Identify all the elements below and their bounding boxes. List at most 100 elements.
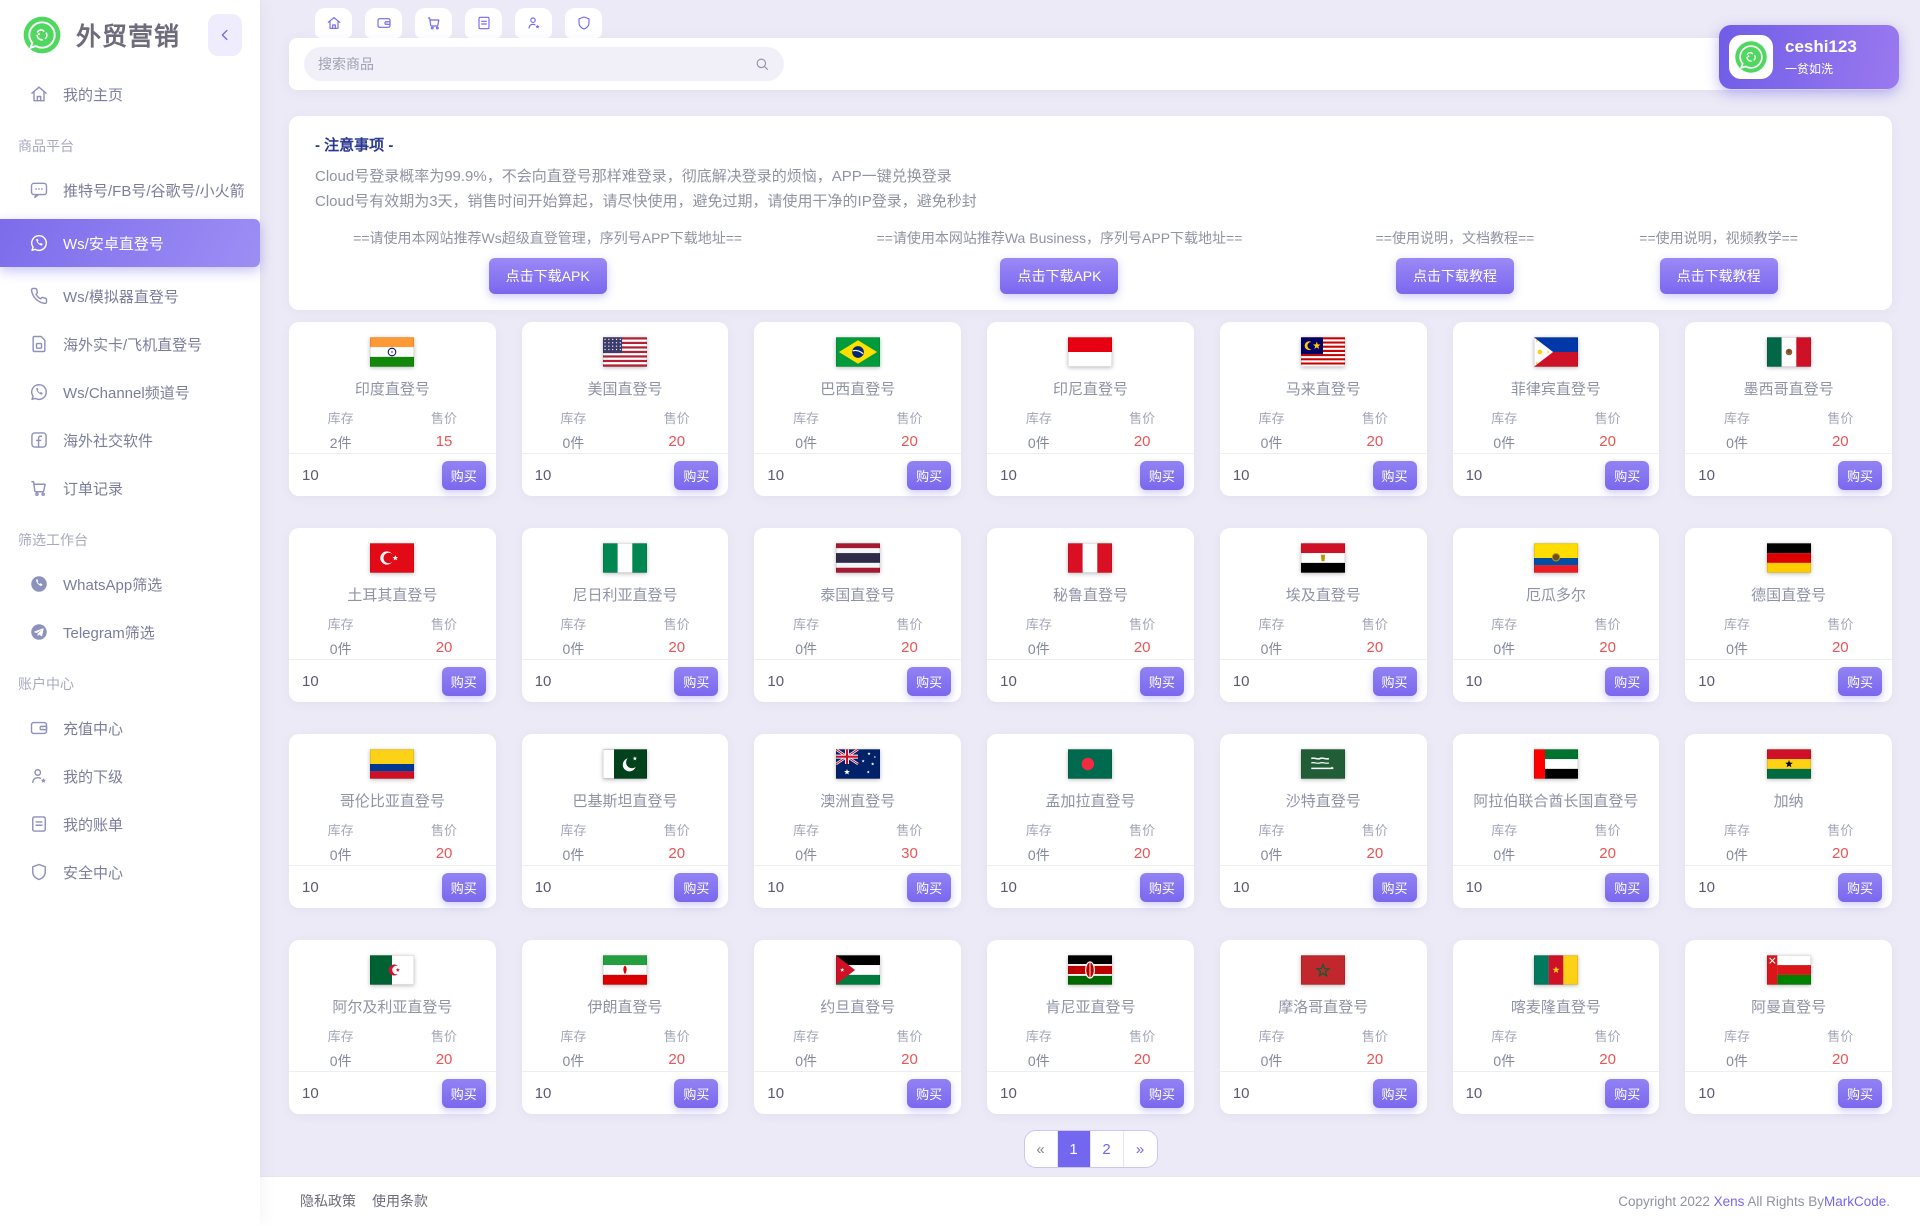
topbar-tab-home[interactable] xyxy=(315,8,352,38)
company-link[interactable]: MarkCode xyxy=(1823,1193,1887,1209)
quantity-input[interactable] xyxy=(534,466,595,484)
card-bottom: 购买 xyxy=(754,865,962,908)
sidebar-item-7[interactable]: 海外社交软件 xyxy=(0,416,260,464)
buy-button[interactable]: 购买 xyxy=(1372,666,1417,696)
quantity-input[interactable] xyxy=(1465,1084,1526,1102)
download-button[interactable]: 点击下载教程 xyxy=(1659,258,1778,294)
buy-button[interactable]: 购买 xyxy=(674,460,719,490)
topbar-tab-cart[interactable] xyxy=(415,8,452,38)
quantity-input[interactable] xyxy=(767,466,828,484)
quantity-input[interactable] xyxy=(1465,466,1526,484)
page-button-1[interactable]: 1 xyxy=(1057,1131,1091,1167)
footer-link-1[interactable]: 使用条款 xyxy=(372,1193,428,1209)
quantity-input[interactable] xyxy=(1232,466,1293,484)
user-texts: ceshi123 一贫如洗 xyxy=(1785,37,1857,77)
buy-button[interactable]: 购买 xyxy=(1605,872,1650,902)
sidebar-item-8[interactable]: 订单记录 xyxy=(0,464,260,512)
user-badge[interactable]: ceshi123 一贫如洗 xyxy=(1719,25,1899,89)
quantity-input[interactable] xyxy=(767,878,828,896)
sidebar-item-0[interactable]: 我的主页 xyxy=(0,70,260,118)
search-box[interactable] xyxy=(304,47,784,81)
buy-button[interactable]: 购买 xyxy=(1139,872,1184,902)
quantity-input[interactable] xyxy=(1000,672,1061,690)
topbar-tab-shield[interactable] xyxy=(565,8,602,38)
sidebar-item-6[interactable]: Ws/Channel频道号 xyxy=(0,368,260,416)
buy-button[interactable]: 购买 xyxy=(1837,1078,1882,1108)
quantity-input[interactable] xyxy=(534,878,595,896)
buy-button[interactable]: 购买 xyxy=(674,872,719,902)
quantity-input[interactable] xyxy=(767,1084,828,1102)
buy-button[interactable]: 购买 xyxy=(1837,666,1882,696)
buy-button[interactable]: 购买 xyxy=(1372,872,1417,902)
buy-button[interactable]: 购买 xyxy=(1139,666,1184,696)
quantity-input[interactable] xyxy=(1232,1084,1293,1102)
quantity-input[interactable] xyxy=(302,672,362,690)
quantity-input[interactable] xyxy=(302,878,362,896)
search-icon[interactable] xyxy=(754,56,770,72)
topbar-tab-user-star[interactable] xyxy=(515,8,552,38)
sidebar-item-2[interactable]: 推特号/FB号/谷歌号/小火箭 xyxy=(0,166,260,214)
quantity-input[interactable] xyxy=(534,672,595,690)
buy-button[interactable]: 购买 xyxy=(1837,872,1882,902)
sidebar-item-16[interactable]: 安全中心 xyxy=(0,848,260,896)
stock-stat: 库存 0件 xyxy=(1453,408,1556,453)
flag-ghana-icon xyxy=(1766,749,1811,779)
buy-button[interactable]: 购买 xyxy=(1139,460,1184,490)
buy-button[interactable]: 购买 xyxy=(1605,666,1650,696)
download-button[interactable]: 点击下载教程 xyxy=(1395,258,1514,294)
buy-button[interactable]: 购买 xyxy=(1837,460,1882,490)
footer-link-0[interactable]: 隐私政策 xyxy=(300,1193,356,1209)
sidebar-item-3[interactable]: Ws/安卓直登号 xyxy=(0,219,260,267)
buy-button[interactable]: 购买 xyxy=(1372,1078,1417,1108)
buy-button[interactable]: 购买 xyxy=(441,460,486,490)
quantity-input[interactable] xyxy=(1698,672,1759,690)
quantity-input[interactable] xyxy=(302,466,362,484)
download-button[interactable]: 点击下载APK xyxy=(488,258,607,294)
sidebar-collapse-button[interactable] xyxy=(208,14,242,56)
topbar-tab-wallet[interactable] xyxy=(365,8,402,38)
quantity-input[interactable] xyxy=(1698,878,1759,896)
sidebar-item-14[interactable]: 我的下级 xyxy=(0,752,260,800)
buy-button[interactable]: 购买 xyxy=(1605,1078,1650,1108)
quantity-input[interactable] xyxy=(534,1084,595,1102)
buy-button[interactable]: 购买 xyxy=(907,1078,952,1108)
buy-button[interactable]: 购买 xyxy=(674,666,719,696)
quantity-input[interactable] xyxy=(1465,672,1526,690)
quantity-input[interactable] xyxy=(1000,466,1061,484)
buy-button[interactable]: 购买 xyxy=(907,872,952,902)
quantity-input[interactable] xyxy=(302,1084,362,1102)
quantity-input[interactable] xyxy=(1698,466,1759,484)
sidebar-item-11[interactable]: Telegram筛选 xyxy=(0,608,260,656)
buy-button[interactable]: 购买 xyxy=(441,1078,486,1108)
buy-button[interactable]: 购买 xyxy=(1139,1078,1184,1108)
sidebar-item-5[interactable]: 海外实卡/飞机直登号 xyxy=(0,320,260,368)
sidebar-item-4[interactable]: Ws/模拟器直登号 xyxy=(0,272,260,320)
quantity-input[interactable] xyxy=(1000,878,1061,896)
buy-button[interactable]: 购买 xyxy=(907,666,952,696)
quantity-input[interactable] xyxy=(1232,878,1293,896)
price-stat: 售价 20 xyxy=(1323,820,1426,865)
quantity-input[interactable] xyxy=(767,672,828,690)
buy-button[interactable]: 购买 xyxy=(1372,460,1417,490)
quantity-input[interactable] xyxy=(1232,672,1293,690)
download-button[interactable]: 点击下载APK xyxy=(1000,258,1119,294)
stock-label: 库存 xyxy=(1723,823,1750,838)
buy-button[interactable]: 购买 xyxy=(441,666,486,696)
quantity-input[interactable] xyxy=(1698,1084,1759,1102)
page-next-button[interactable]: » xyxy=(1123,1131,1157,1167)
topbar-tab-bill[interactable] xyxy=(465,8,502,38)
sidebar-item-13[interactable]: 充值中心 xyxy=(0,704,260,752)
buy-button[interactable]: 购买 xyxy=(907,460,952,490)
brand-link[interactable]: Xens xyxy=(1713,1193,1745,1209)
buy-button[interactable]: 购买 xyxy=(674,1078,719,1108)
buy-button[interactable]: 购买 xyxy=(1605,460,1650,490)
sidebar-item-15[interactable]: 我的账单 xyxy=(0,800,260,848)
price-stat: 售价 20 xyxy=(625,408,728,453)
search-input[interactable] xyxy=(318,56,754,72)
quantity-input[interactable] xyxy=(1000,1084,1061,1102)
quantity-input[interactable] xyxy=(1465,878,1526,896)
buy-button[interactable]: 购买 xyxy=(441,872,486,902)
page-prev-button[interactable]: « xyxy=(1024,1131,1058,1167)
sidebar-item-10[interactable]: WhatsApp筛选 xyxy=(0,560,260,608)
page-button-2[interactable]: 2 xyxy=(1090,1131,1124,1167)
